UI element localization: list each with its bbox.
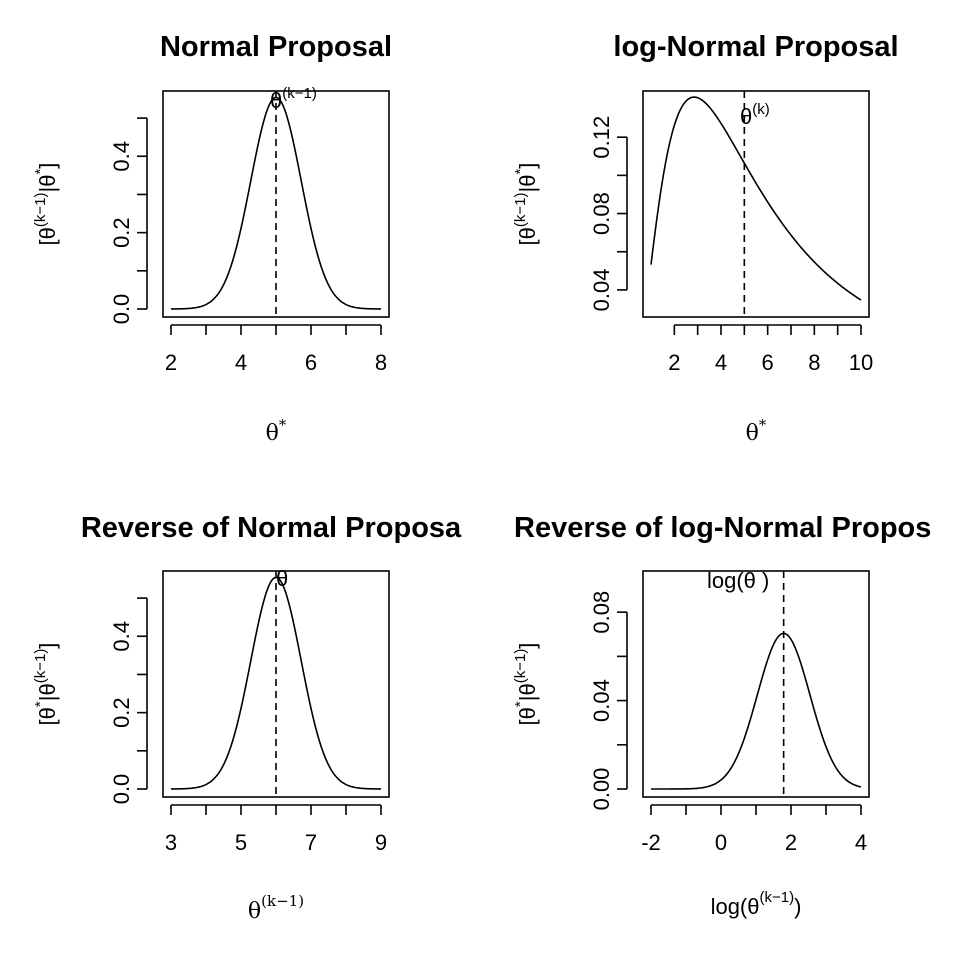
y-tick-label: 0.12 <box>589 116 614 159</box>
x-axis-label: θ* <box>746 416 767 446</box>
y-axis-label: [θ(k−1)|θ*] <box>512 163 540 246</box>
tick-layer: 2 4 6 8 0.0 0.2 0.4 <box>109 117 387 375</box>
panel-title: log-Normal Proposal <box>613 31 898 63</box>
y-axis-label: [θ*|θ(k−1)] <box>512 643 540 726</box>
y-tick-label: 0.0 <box>109 774 134 805</box>
y-tick-label: 0.0 <box>109 294 134 325</box>
density-curve <box>651 632 862 790</box>
x-tick-label: 4 <box>855 830 867 855</box>
panel-reverse-lognormal: Reverse of log-Normal Propos -2 0 2 4 0.00 0.… <box>512 512 931 919</box>
panel-title: Reverse of Normal Proposa <box>81 512 462 544</box>
x-tick-label: -2 <box>641 830 661 855</box>
x-axis-label: θ(k−1) <box>248 892 304 924</box>
x-tick-label: 6 <box>305 350 317 375</box>
tick-layer: 2 4 6 8 10 0.04 0.08 0.12 <box>589 116 873 375</box>
x-tick-label: 5 <box>235 830 247 855</box>
panel-reverse-normal: Reverse of Normal Proposa 3 5 7 90.00.20.4 … <box>32 512 462 924</box>
x-tick-label: 10 <box>849 350 873 375</box>
tick-layer: -2 0 2 4 0.00 0.04 0.08 <box>589 591 867 855</box>
y-tick-label: 0.00 <box>589 768 614 811</box>
y-tick-label: 0.08 <box>589 192 614 235</box>
reference-annotation: θ(k) <box>740 101 770 129</box>
x-tick-label: 2 <box>785 830 797 855</box>
y-tick-label: 0.04 <box>589 679 614 722</box>
plot-frame <box>642 570 870 798</box>
x-tick-label: 6 <box>762 350 774 375</box>
y-tick-label: 0.08 <box>589 591 614 634</box>
x-tick-label: 3 <box>165 830 177 855</box>
tick-layer: 3 5 7 9 0.0 0.2 0.4 <box>109 597 387 855</box>
x-axis-label: θ* <box>266 416 287 446</box>
x-tick-label: 2 <box>165 350 177 375</box>
reference-annotation: θ <box>276 566 288 591</box>
y-tick-label: 0.04 <box>589 268 614 311</box>
x-tick-label: 4 <box>715 350 727 375</box>
y-tick-label: 0.4 <box>109 141 134 172</box>
x-tick-label: 9 <box>375 830 387 855</box>
y-axis-label: [θ(k−1)|θ*] <box>32 163 60 246</box>
reference-annotation: log(θ ) <box>707 568 769 593</box>
reference-annotation: θ(k−1) <box>270 85 317 113</box>
x-tick-label: 7 <box>305 830 317 855</box>
panel-title: Normal Proposal <box>160 31 392 63</box>
x-tick-label: 8 <box>375 350 387 375</box>
panel-lognormal-proposal: log-Normal Proposal 2 4 6 8 10 0.04 0.08 0.12 θ… <box>512 31 899 446</box>
density-curve <box>650 96 862 301</box>
y-tick-label: 0.2 <box>109 697 134 728</box>
x-tick-label: 8 <box>808 350 820 375</box>
y-axis-label: [θ*|θ(k−1)] <box>32 643 60 726</box>
x-tick-label: 4 <box>235 350 247 375</box>
y-tick-label: 0.2 <box>109 217 134 248</box>
x-axis-label: log(θ(k−1)) <box>711 889 802 919</box>
x-tick-label: 2 <box>668 350 680 375</box>
x-tick-label: 0 <box>715 830 727 855</box>
panel-normal-proposal: Normal Proposal 2 4 6 80.00.20.4 θ(k−1) θ* … <box>32 31 392 446</box>
plot-frame <box>642 90 870 318</box>
panel-title: Reverse of log-Normal Propos <box>514 512 931 544</box>
y-tick-label: 0.4 <box>109 621 134 652</box>
